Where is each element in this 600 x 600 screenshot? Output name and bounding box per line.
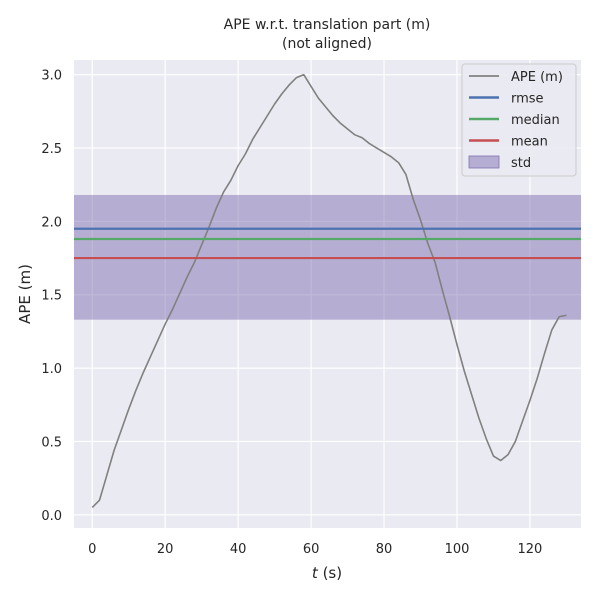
y-tick-label: 2.5 [41,142,62,157]
legend-label-mean: mean [511,135,548,150]
x-tick-label: 20 [157,542,174,557]
y-tick-label: 1.0 [41,362,62,377]
legend-swatch-std [468,155,500,169]
legend-label-median: median [511,113,560,128]
plot-area [74,73,581,509]
y-tick-label: 1.5 [41,289,62,304]
x-tick-label: 100 [445,542,470,557]
legend: APE (m) rmse median mean std [461,63,577,177]
y-tick-label: 0.0 [41,509,62,524]
x-tick-label: 40 [230,542,247,557]
legend-label-rmse: rmse [511,92,544,107]
y-tick-labels: 0.0 0.5 1.0 1.5 2.0 2.5 3.0 [41,69,62,524]
y-axis-label: APE (m) [16,264,34,324]
x-axis-label: t (s) [312,564,342,582]
x-tick-labels: 0 20 40 60 80 100 120 [88,542,542,557]
x-tick-label: 120 [518,542,543,557]
y-tick-label: 2.0 [41,215,62,230]
y-tick-label: 3.0 [41,69,62,84]
ape-series-line [91,73,567,509]
x-tick-label: 0 [88,542,96,557]
legend-box [461,63,577,177]
legend-label-ape: APE (m) [511,70,563,85]
y-tick-label: 0.5 [41,435,62,450]
chart-subtitle: (not aligned) [282,36,372,52]
legend-label-std: std [511,156,531,171]
x-tick-label: 60 [303,542,320,557]
chart-title: APE w.r.t. translation part (m) [224,17,431,33]
x-tick-label: 80 [376,542,393,557]
